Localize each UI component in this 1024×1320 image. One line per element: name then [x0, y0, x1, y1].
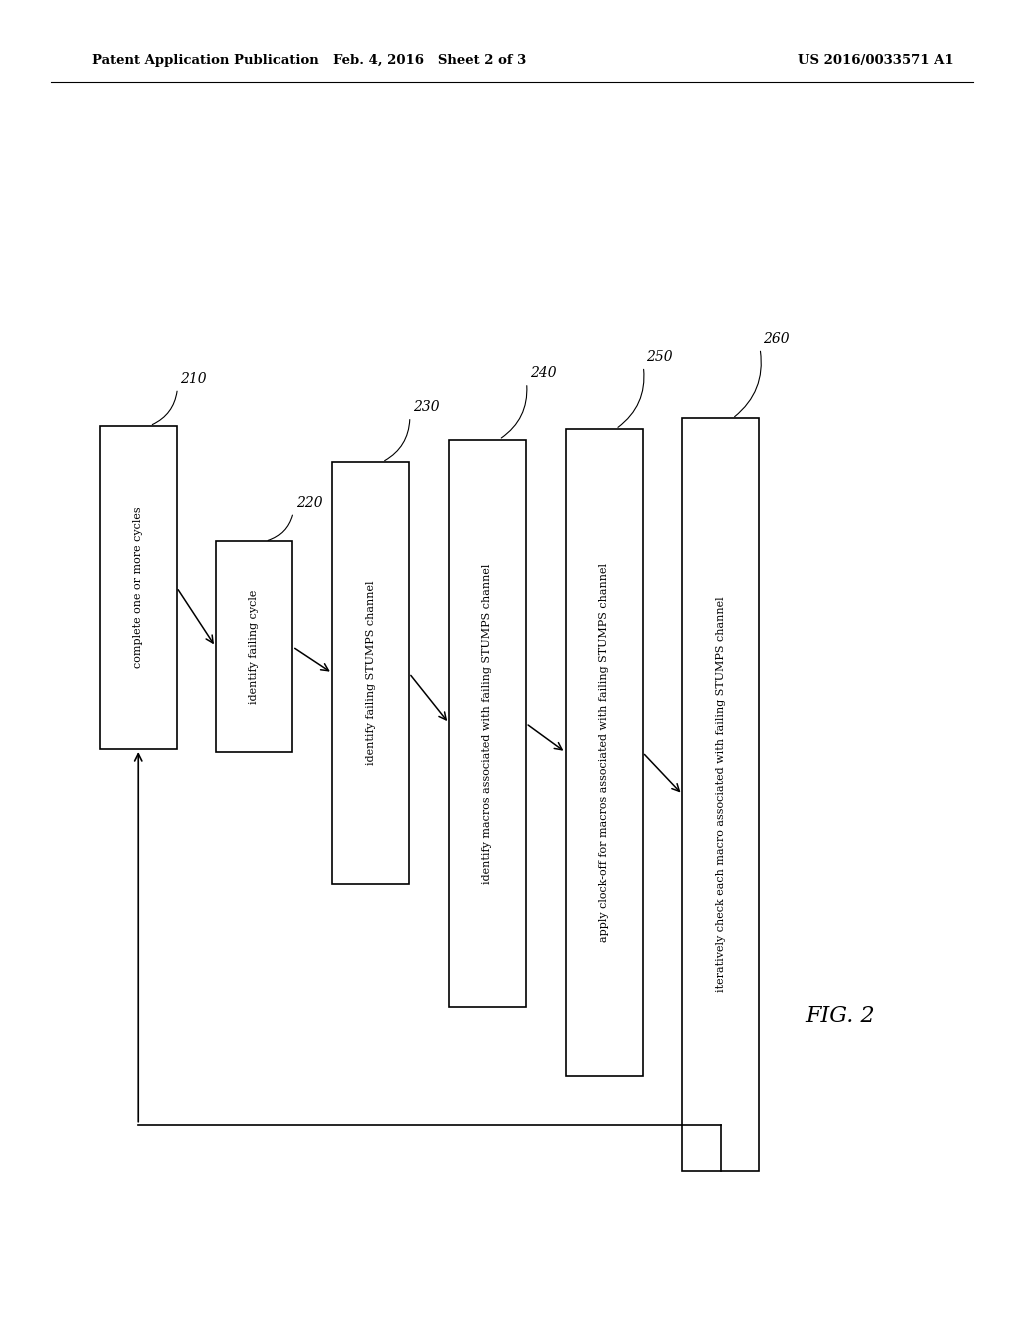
- Bar: [100, 425, 176, 748]
- Bar: [682, 418, 759, 1171]
- Text: Patent Application Publication: Patent Application Publication: [92, 54, 318, 67]
- Text: 250: 250: [646, 350, 673, 364]
- Bar: [565, 429, 643, 1076]
- Text: complete one or more cycles: complete one or more cycles: [133, 507, 143, 668]
- Text: identify failing cycle: identify failing cycle: [249, 590, 259, 704]
- Text: apply clock-off for macros associated with failing STUMPS channel: apply clock-off for macros associated wi…: [599, 562, 609, 942]
- Text: US 2016/0033571 A1: US 2016/0033571 A1: [798, 54, 953, 67]
- Text: 210: 210: [180, 372, 207, 385]
- Text: Feb. 4, 2016   Sheet 2 of 3: Feb. 4, 2016 Sheet 2 of 3: [334, 54, 526, 67]
- Text: identify macros associated with failing STUMPS channel: identify macros associated with failing …: [482, 564, 493, 883]
- Text: FIG. 2: FIG. 2: [805, 1006, 874, 1027]
- Bar: [449, 440, 526, 1007]
- Text: iteratively check each macro associated with failing STUMPS channel: iteratively check each macro associated …: [716, 597, 726, 993]
- Text: identify failing STUMPS channel: identify failing STUMPS channel: [366, 581, 376, 766]
- Bar: [332, 462, 410, 884]
- Text: 230: 230: [413, 400, 439, 414]
- Text: 220: 220: [296, 496, 323, 510]
- Bar: [215, 541, 293, 752]
- Text: 240: 240: [529, 366, 556, 380]
- Text: 260: 260: [763, 331, 790, 346]
